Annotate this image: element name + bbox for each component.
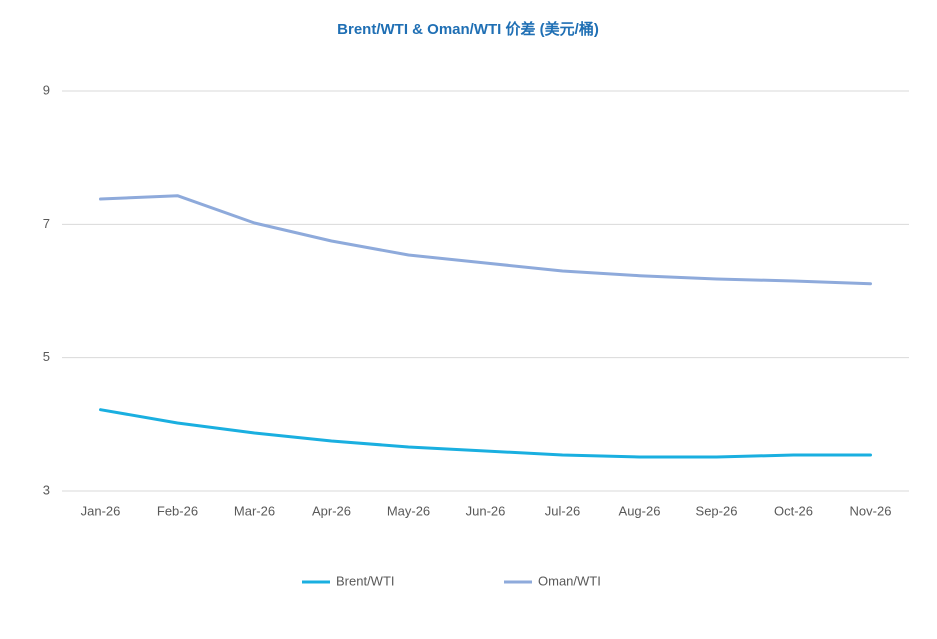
x-tick-label: Oct-26 (774, 503, 813, 518)
x-tick-label: Apr-26 (312, 503, 351, 518)
chart-title: Brent/WTI & Oman/WTI 价差 (美元/桶) (337, 20, 599, 38)
data-line (99, 194, 872, 286)
x-tick-label: Jan-26 (81, 503, 121, 518)
y-tick-label: 7 (43, 216, 50, 231)
x-tick-label: Sep-26 (696, 503, 738, 518)
y-tick-label: 3 (43, 482, 50, 497)
legend-label: Brent/WTI (336, 573, 395, 588)
x-tick-label: Aug-26 (619, 503, 661, 518)
x-tick-label: Nov-26 (850, 503, 892, 518)
y-tick-label: 5 (43, 349, 50, 364)
x-tick-label: Jun-26 (466, 503, 506, 518)
x-tick-label: Jul-26 (545, 503, 580, 518)
x-tick-label: May-26 (387, 503, 430, 518)
x-tick-label: Feb-26 (157, 503, 198, 518)
x-tick-label: Mar-26 (234, 503, 275, 518)
legend-label: Oman/WTI (538, 573, 601, 588)
y-tick-label: 9 (43, 82, 50, 97)
data-line (99, 408, 872, 459)
